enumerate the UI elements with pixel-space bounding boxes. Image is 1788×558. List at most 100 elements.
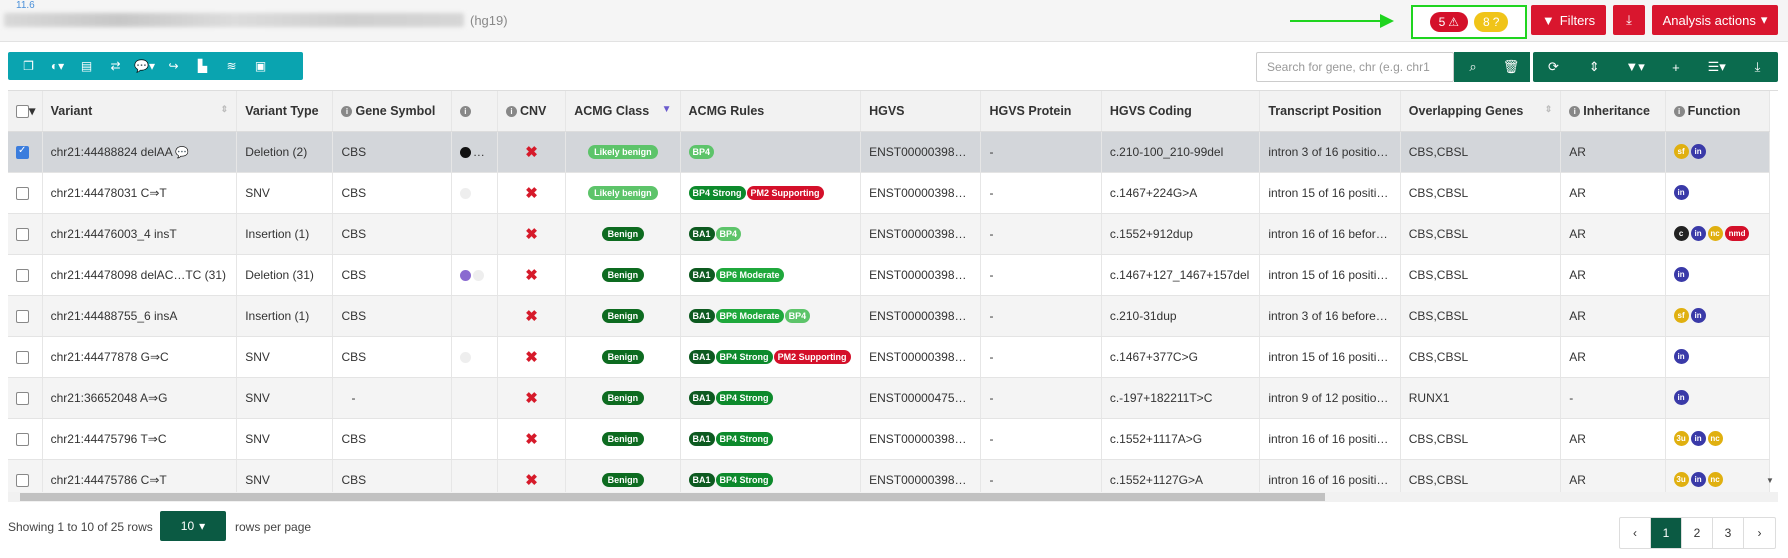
- table-row[interactable]: chr21:44478031 C⇒T SNV CBS ✖ Likely benign BP…: [8, 172, 1771, 214]
- row-checkbox[interactable]: [8, 377, 43, 419]
- variant-type-cell: Deletion (2): [236, 131, 334, 173]
- info-dots-cell: [451, 295, 498, 337]
- info-dots-cell: [451, 418, 498, 460]
- col-acmg-rules[interactable]: ACMG Rules: [680, 91, 862, 132]
- info-dots-cell: [451, 377, 498, 419]
- variant-type-cell: SNV: [236, 336, 334, 378]
- col-transcript-position[interactable]: Transcript Position: [1259, 91, 1401, 132]
- scroll-down-arrow[interactable]: ▼: [1766, 476, 1774, 485]
- variant-type-cell: SNV: [236, 418, 334, 460]
- swap-icon[interactable]: ⇄: [110, 59, 121, 73]
- status-dot: [485, 146, 497, 158]
- row-checkbox[interactable]: [8, 254, 43, 296]
- status-dot: [472, 269, 484, 281]
- cnv-cell: ✖: [497, 213, 567, 255]
- share-icon[interactable]: ↪: [168, 59, 179, 73]
- plus-icon[interactable]: +: [1672, 59, 1680, 75]
- hgvs-protein-cell: -: [980, 131, 1102, 173]
- hgvs-protein-cell: -: [980, 459, 1102, 492]
- col-gene-symbol[interactable]: i Gene Symbol: [332, 91, 452, 132]
- col-overlapping-genes[interactable]: Overlapping Genes ⇕: [1400, 91, 1562, 132]
- refresh-icon[interactable]: ⟳: [1547, 59, 1559, 74]
- overlapping-genes-cell: CBS,CBSL: [1400, 418, 1562, 460]
- row-checkbox[interactable]: [8, 213, 43, 255]
- page-3[interactable]: 3: [1713, 518, 1744, 548]
- table-row[interactable]: chr21:44488824 delAA 💬Deletion (2)CBS ✖ Li…: [8, 131, 1771, 173]
- cnv-cell: ✖: [497, 131, 567, 173]
- columns-icon[interactable]: ☰▾: [1707, 59, 1726, 74]
- col-inheritance[interactable]: i Inheritance: [1560, 91, 1666, 132]
- inheritance-cell: AR: [1560, 131, 1666, 173]
- col-variant[interactable]: Variant ⇕: [42, 91, 238, 132]
- row-checkbox[interactable]: [8, 131, 43, 173]
- search-icon[interactable]: ⌕: [1469, 59, 1477, 74]
- acmg-class-cell: Benign: [565, 418, 681, 460]
- page-next[interactable]: ›: [1757, 526, 1762, 540]
- copy-icon[interactable]: ❐: [23, 59, 34, 73]
- row-checkbox[interactable]: [8, 295, 43, 337]
- col-hgvs-coding[interactable]: HGVS Coding: [1101, 91, 1261, 132]
- gene-symbol-cell: CBS: [332, 336, 452, 378]
- hgvs-protein-cell: -: [980, 213, 1102, 255]
- col-hgvs-protein[interactable]: HGVS Protein: [980, 91, 1102, 132]
- info-dots-cell: [451, 172, 498, 214]
- transcript-position-cell: intron 3 of 16 before…: [1259, 295, 1401, 337]
- table-row[interactable]: chr21:44475786 C⇒T SNV CBS ✖ Benign BA1 BP4 St…: [8, 459, 1771, 492]
- variant-cell: chr21:44475786 C⇒T: [42, 459, 238, 492]
- hgvs-protein-cell: -: [980, 172, 1102, 214]
- acmg-rule-badge: PM2 Supporting: [773, 350, 851, 364]
- filters-button[interactable]: ▼ Filters: [1531, 5, 1606, 35]
- col-variant-type[interactable]: Variant Type: [236, 91, 334, 132]
- search-input[interactable]: Search for gene, chr (e.g. chr1: [1256, 52, 1454, 82]
- row-checkbox[interactable]: [8, 336, 43, 378]
- col-acmg-class[interactable]: ACMG Class ▼: [565, 91, 681, 132]
- col-info[interactable]: i: [451, 91, 498, 132]
- info-icon: i: [1569, 105, 1581, 117]
- comments-icon[interactable]: 💬▾: [134, 59, 155, 73]
- chart-icon[interactable]: ▙: [197, 59, 208, 73]
- signal-icon[interactable]: ≋: [226, 59, 237, 73]
- comments-icon[interactable]: 💬: [175, 146, 190, 159]
- acmg-rules-cell: BA1 BP4 Strong PM2 Supporting: [680, 336, 862, 378]
- error-count: 5: [1438, 15, 1446, 29]
- page-size-value: 10: [180, 519, 195, 533]
- warning-count: 8: [1483, 15, 1490, 29]
- table-row[interactable]: chr21:44478098 delAC…TC (31) Deletion (31…: [8, 254, 1771, 296]
- gene-symbol-cell: CBS: [332, 459, 452, 492]
- sort-icon[interactable]: ⇕: [1588, 59, 1600, 74]
- table-row[interactable]: chr21:44475796 T⇒C SNV CBS ✖ Benign BA1 BP4 St…: [8, 418, 1771, 460]
- gene-symbol-cell: CBS: [332, 254, 452, 296]
- scrollbar-thumb[interactable]: [20, 493, 1325, 501]
- contrast-icon[interactable]: ◐▾: [50, 59, 65, 73]
- page-prev[interactable]: ‹: [1620, 518, 1651, 548]
- cnv-cell: ✖: [497, 295, 567, 337]
- trash-icon[interactable]: 🗑: [1502, 59, 1520, 74]
- xls-icon[interactable]: ▤: [80, 59, 93, 73]
- table-row[interactable]: chr21:44476003_4 insT Insertion (1) CBS ✖ Be…: [8, 213, 1771, 255]
- horizontal-scrollbar[interactable]: [8, 492, 1778, 502]
- col-function[interactable]: i Function: [1665, 91, 1771, 132]
- image-icon[interactable]: ▣: [254, 59, 267, 73]
- download-button[interactable]: ⤓: [1613, 5, 1645, 35]
- inheritance-cell: AR: [1560, 295, 1666, 337]
- table-row[interactable]: chr21:36652048 A⇒G SNV - ✖ Benign BA1 BP4 Stro…: [8, 377, 1771, 419]
- error-alert-button[interactable]: 5 ⚠: [1429, 12, 1469, 32]
- table-row[interactable]: chr21:44477878 G⇒C SNV CBS ✖ Benign BA1 BP4 St…: [8, 336, 1771, 378]
- filter-dropdown-icon[interactable]: ▼▾: [1625, 59, 1645, 74]
- page-size-dropdown[interactable]: 10 ▾: [160, 511, 226, 541]
- acmg-rule-badge: BP4 Strong: [688, 186, 746, 200]
- row-checkbox[interactable]: [8, 459, 43, 492]
- page-1[interactable]: 1: [1651, 518, 1682, 548]
- row-checkbox[interactable]: [8, 172, 43, 214]
- cnv-cell: ✖: [497, 418, 567, 460]
- acmg-rule-badge: BP4 Strong: [715, 350, 773, 364]
- analysis-actions-button[interactable]: Analysis actions ▾: [1652, 5, 1778, 35]
- select-all-checkbox[interactable]: ▾: [8, 91, 43, 132]
- question-alert-button[interactable]: 8 ?: [1474, 12, 1509, 32]
- table-row[interactable]: chr21:44488755_6 insA Insertion (1) CBS ✖ Be…: [8, 295, 1771, 337]
- col-cnv[interactable]: i CNV: [497, 91, 567, 132]
- row-checkbox[interactable]: [8, 418, 43, 460]
- col-hgvs[interactable]: HGVS: [860, 91, 982, 132]
- page-2[interactable]: 2: [1682, 518, 1713, 548]
- export-icon[interactable]: ⤓: [1754, 59, 1761, 74]
